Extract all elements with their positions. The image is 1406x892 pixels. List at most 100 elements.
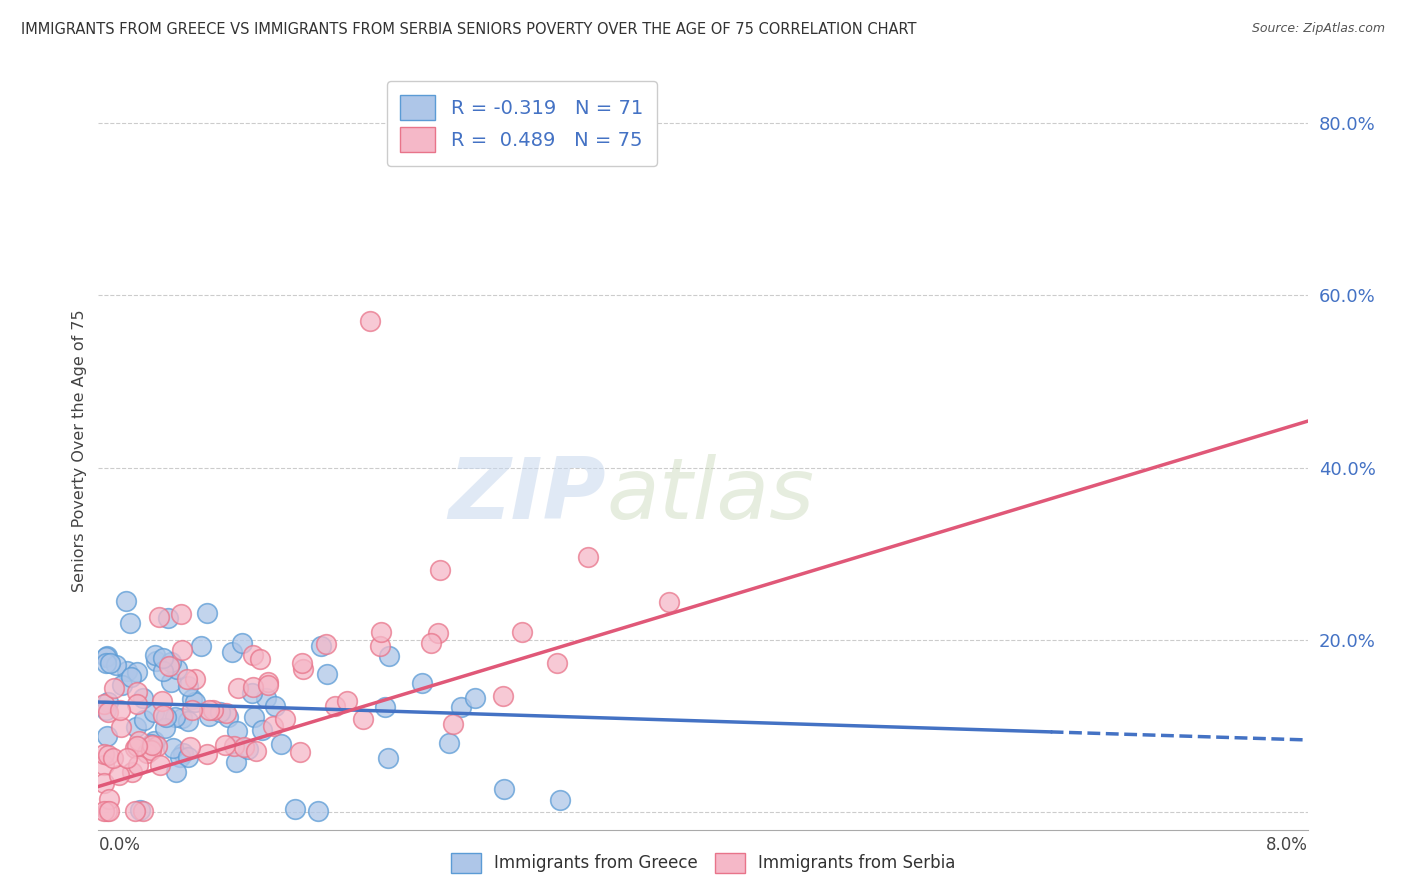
Point xyxy=(217,710,239,724)
Point xyxy=(127,665,149,679)
Point xyxy=(177,750,200,764)
Point xyxy=(170,643,193,657)
Point xyxy=(225,756,247,770)
Point xyxy=(181,691,204,706)
Point xyxy=(96,729,118,743)
Point xyxy=(232,739,254,754)
Point xyxy=(115,751,138,765)
Point xyxy=(97,706,120,720)
Point xyxy=(142,733,165,747)
Text: atlas: atlas xyxy=(606,454,814,538)
Point xyxy=(152,651,174,665)
Point xyxy=(169,607,191,622)
Point xyxy=(120,616,142,631)
Point xyxy=(104,658,127,673)
Point xyxy=(97,747,120,762)
Point xyxy=(243,710,266,724)
Point xyxy=(124,805,146,819)
Point xyxy=(242,648,264,663)
Point xyxy=(658,594,681,608)
Point xyxy=(231,636,253,650)
Point xyxy=(184,672,207,686)
Point xyxy=(93,775,115,789)
Point xyxy=(172,747,194,761)
Point xyxy=(103,681,125,695)
Point xyxy=(107,768,129,782)
Point xyxy=(97,695,120,709)
Point xyxy=(96,649,118,664)
Point xyxy=(419,635,441,649)
Point xyxy=(149,758,172,772)
Point xyxy=(464,691,486,706)
Point xyxy=(309,640,332,654)
Point xyxy=(110,720,132,734)
Point xyxy=(150,694,173,708)
Point xyxy=(576,550,599,565)
Point xyxy=(145,654,167,668)
Point xyxy=(143,705,166,719)
Point xyxy=(240,686,263,700)
Point xyxy=(93,805,115,819)
Text: ZIP: ZIP xyxy=(449,454,606,538)
Point xyxy=(155,709,177,723)
Point xyxy=(165,764,187,779)
Point xyxy=(177,714,200,728)
Point xyxy=(128,733,150,747)
Point xyxy=(131,805,153,819)
Point xyxy=(352,712,374,726)
Point xyxy=(96,805,118,819)
Point xyxy=(135,747,157,761)
Point xyxy=(274,712,297,726)
Point xyxy=(190,639,212,653)
Text: IMMIGRANTS FROM GREECE VS IMMIGRANTS FROM SERBIA SENIORS POVERTY OVER THE AGE OF: IMMIGRANTS FROM GREECE VS IMMIGRANTS FRO… xyxy=(21,22,917,37)
Text: Source: ZipAtlas.com: Source: ZipAtlas.com xyxy=(1251,22,1385,36)
Point xyxy=(245,744,267,758)
Point xyxy=(162,741,184,756)
Point xyxy=(215,706,238,720)
Point xyxy=(108,704,131,718)
Point xyxy=(439,736,461,750)
Point xyxy=(548,793,571,807)
Point xyxy=(141,738,163,752)
Point xyxy=(377,751,399,765)
Point xyxy=(236,741,259,756)
Point xyxy=(378,649,401,664)
Point xyxy=(441,717,464,731)
Point xyxy=(152,707,174,722)
Point xyxy=(125,685,148,699)
Point xyxy=(411,676,433,690)
Point xyxy=(157,611,180,625)
Point xyxy=(270,737,292,751)
Point xyxy=(127,757,149,772)
Point xyxy=(257,675,280,690)
Point xyxy=(183,695,205,709)
Point xyxy=(132,690,155,705)
Point xyxy=(198,703,221,717)
Point xyxy=(121,765,143,780)
Point xyxy=(179,739,201,754)
Point xyxy=(169,750,191,764)
Point xyxy=(360,314,382,328)
Point xyxy=(101,750,124,764)
Point xyxy=(264,698,287,713)
Point xyxy=(163,710,186,724)
Point xyxy=(262,719,284,733)
Point xyxy=(222,739,245,754)
Point xyxy=(284,802,307,816)
Point xyxy=(152,664,174,678)
Point xyxy=(201,703,224,717)
Point xyxy=(195,606,218,620)
Point xyxy=(307,805,329,819)
Point xyxy=(111,678,134,692)
Point xyxy=(291,657,314,671)
Point xyxy=(93,697,115,711)
Point xyxy=(221,645,243,659)
Point xyxy=(427,626,450,640)
Point xyxy=(546,656,568,670)
Point xyxy=(160,656,183,670)
Point xyxy=(98,656,121,670)
Point xyxy=(125,720,148,734)
Point xyxy=(288,745,311,759)
Legend: R = -0.319   N = 71, R =  0.489   N = 75: R = -0.319 N = 71, R = 0.489 N = 75 xyxy=(387,81,657,166)
Point xyxy=(374,700,396,714)
